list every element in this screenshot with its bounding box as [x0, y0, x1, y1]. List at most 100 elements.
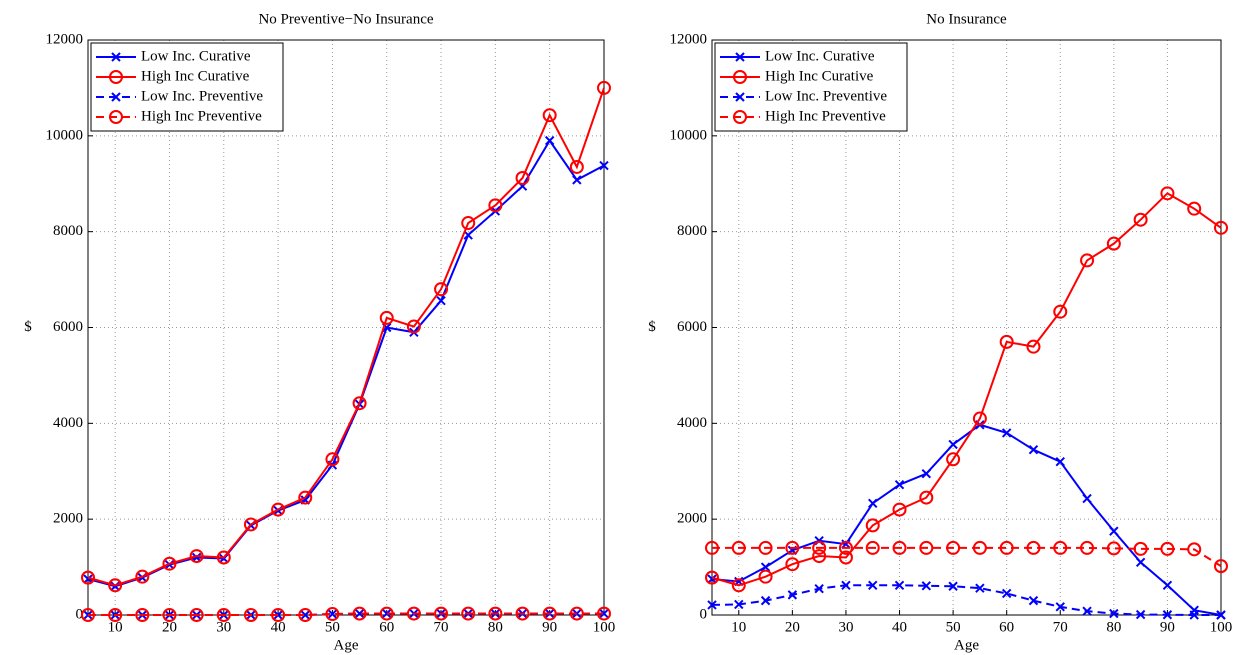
marker	[544, 135, 555, 146]
marker	[298, 608, 313, 622]
marker	[379, 606, 394, 621]
x-tick-label: 70	[434, 619, 449, 635]
marker	[597, 80, 611, 95]
marker	[1187, 542, 1202, 557]
marker	[189, 549, 204, 564]
marker	[463, 230, 473, 240]
x-tick-label: 30	[838, 619, 853, 635]
y-tick-label: 12000	[670, 31, 708, 47]
y-tick-label: 4000	[53, 415, 83, 431]
marker	[972, 540, 987, 555]
marker	[707, 574, 717, 584]
x-tick-label: 20	[785, 619, 800, 635]
x-tick-label: 90	[542, 619, 557, 635]
legend-marker	[109, 110, 123, 124]
marker	[354, 608, 365, 619]
series-line	[712, 546, 1222, 567]
legend-marker	[111, 52, 121, 62]
legend-marker	[111, 92, 121, 102]
y-tick-label: 0	[76, 606, 84, 622]
marker	[894, 580, 905, 590]
marker	[1082, 606, 1092, 616]
marker	[515, 171, 530, 185]
marker	[1026, 540, 1041, 555]
marker	[243, 608, 258, 622]
legend-marker	[735, 92, 745, 102]
marker	[162, 556, 177, 571]
marker	[81, 570, 95, 585]
legend-label: Low Inc. Curative	[141, 48, 251, 64]
plot-area	[88, 40, 604, 615]
chart-title: No Preventive−No Insurance	[258, 11, 433, 27]
marker	[436, 295, 446, 306]
marker	[135, 569, 150, 584]
marker	[921, 581, 932, 591]
marker	[162, 608, 177, 622]
y-tick-label: 6000	[53, 319, 83, 335]
marker	[921, 468, 932, 479]
marker	[841, 539, 851, 549]
marker	[705, 540, 719, 555]
marker	[975, 583, 985, 593]
marker	[1162, 610, 1173, 620]
x-tick-label: 30	[216, 619, 231, 635]
marker	[1080, 253, 1095, 268]
x-tick-label: 40	[892, 619, 907, 635]
x-axis-label: Age	[954, 637, 979, 653]
marker	[243, 517, 258, 532]
y-axis-label: $	[24, 319, 32, 335]
marker	[1106, 236, 1121, 251]
marker	[271, 502, 286, 517]
marker	[599, 608, 609, 619]
marker	[569, 159, 584, 174]
marker	[488, 606, 503, 621]
chart-title: No Insurance	[926, 11, 1007, 27]
marker	[1080, 540, 1095, 555]
x-tick-label: 20	[162, 619, 177, 635]
x-tick-label: 40	[271, 619, 286, 635]
marker	[1028, 595, 1039, 606]
marker	[1214, 559, 1228, 574]
marker	[838, 540, 853, 555]
x-tick-label: 100	[593, 619, 616, 635]
marker	[325, 607, 340, 622]
marker	[81, 608, 95, 622]
marker	[135, 608, 150, 622]
marker	[946, 452, 961, 467]
marker	[948, 581, 958, 591]
y-axis-label: $	[648, 319, 656, 335]
series-line	[711, 584, 1221, 616]
legend-marker	[109, 70, 123, 84]
marker	[1160, 541, 1175, 556]
marker	[812, 549, 827, 564]
marker	[488, 198, 503, 213]
x-tick-label: 80	[488, 619, 503, 635]
marker	[865, 518, 880, 533]
marker	[1026, 339, 1041, 354]
marker	[1162, 580, 1173, 590]
marker	[406, 319, 421, 334]
marker	[999, 334, 1014, 349]
marker	[1160, 186, 1175, 201]
marker	[731, 578, 746, 593]
y-tick-label: 8000	[53, 223, 83, 239]
marker	[760, 595, 771, 606]
marker	[787, 590, 798, 600]
marker	[542, 108, 557, 123]
y-tick-label: 6000	[677, 319, 707, 335]
y-tick-label: 4000	[677, 415, 707, 431]
marker	[108, 578, 123, 593]
marker	[434, 282, 449, 297]
marker	[515, 606, 530, 621]
series-line	[88, 612, 604, 616]
marker	[814, 583, 824, 594]
legend-label: High Inc Curative	[765, 68, 874, 84]
marker	[382, 608, 392, 619]
marker	[1216, 610, 1226, 620]
marker	[191, 552, 202, 563]
marker	[1001, 428, 1012, 438]
marker	[919, 540, 934, 555]
marker	[406, 606, 421, 621]
y-tick-label: 2000	[677, 511, 707, 527]
